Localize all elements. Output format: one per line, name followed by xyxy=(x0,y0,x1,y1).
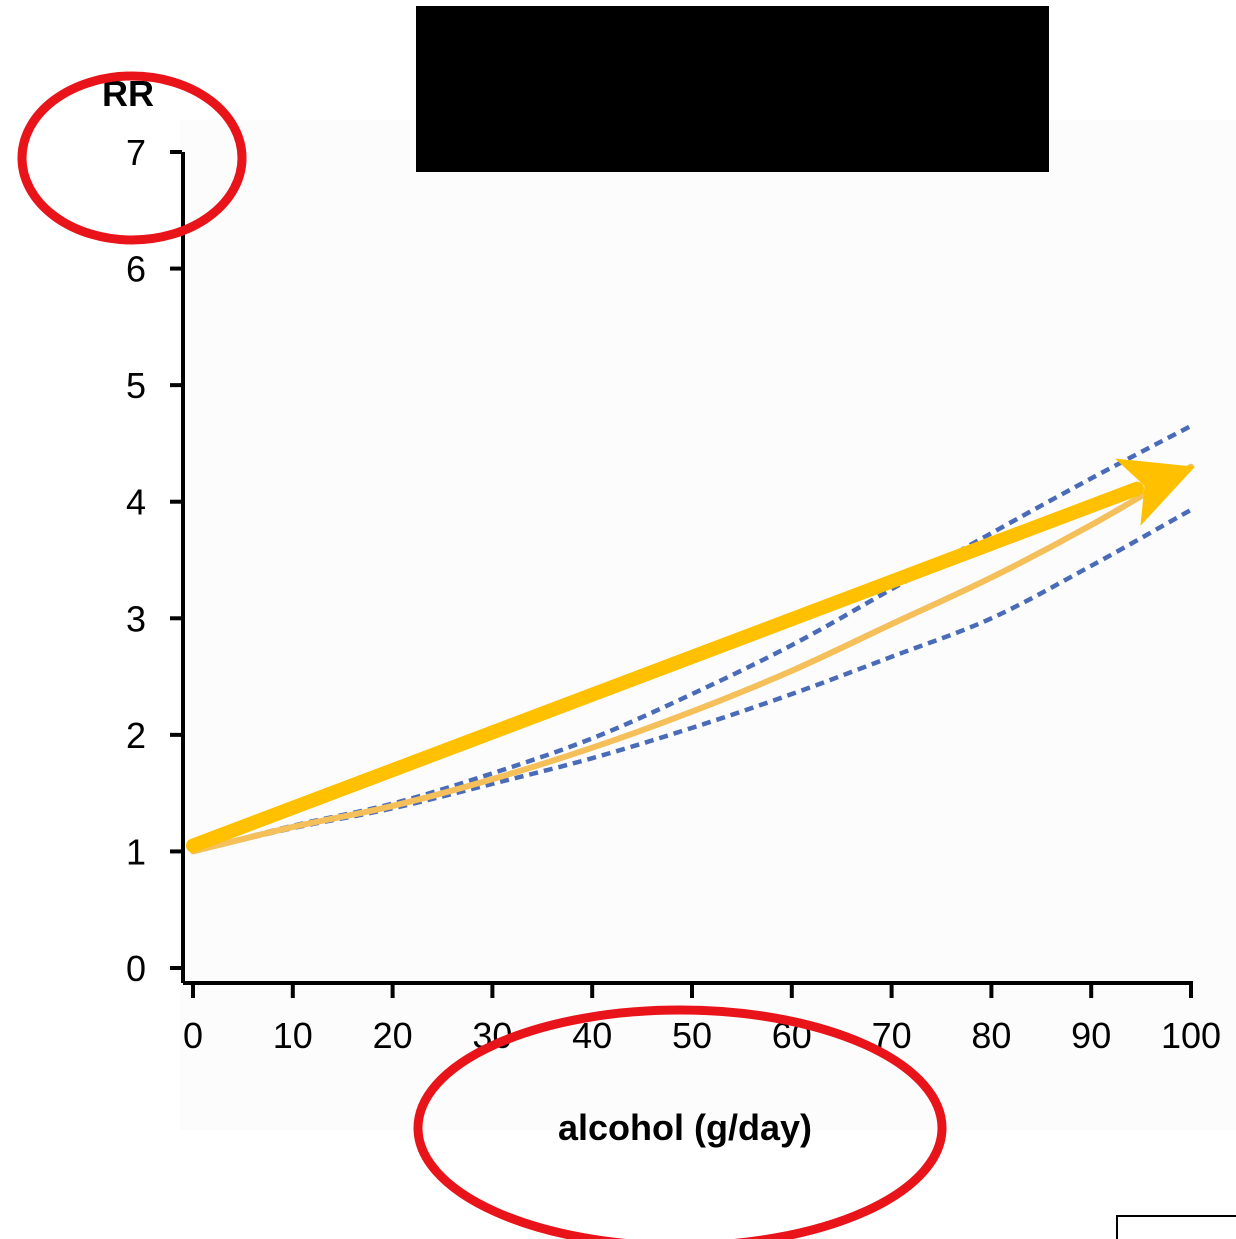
y-tick-label: 6 xyxy=(126,249,146,290)
y-tick-label: 7 xyxy=(126,132,146,173)
x-tick-label: 50 xyxy=(672,1015,712,1056)
x-tick-label: 0 xyxy=(183,1015,203,1056)
trend-arrow-shaft xyxy=(186,481,1145,853)
y-tick-label: 4 xyxy=(126,482,146,523)
trend-arrow-head xyxy=(1114,458,1195,526)
redaction-box xyxy=(416,6,1049,172)
y-tick-label: 2 xyxy=(126,715,146,756)
x-tick-label: 90 xyxy=(1071,1015,1111,1056)
y-tick-label: 3 xyxy=(126,598,146,639)
x-tick-label: 10 xyxy=(273,1015,313,1056)
x-axis-label-highlight-circle xyxy=(413,1005,947,1239)
y-tick-label: 0 xyxy=(126,948,146,989)
x-tick-label: 20 xyxy=(373,1015,413,1056)
y-axis-label-highlight-circle xyxy=(17,71,247,245)
x-axis-label: alcohol (g/day) xyxy=(558,1107,812,1148)
corner-frame xyxy=(1116,1215,1236,1239)
series-group xyxy=(190,423,1194,855)
y-tick-label: 5 xyxy=(126,365,146,406)
y-ticks: 0 1 2 3 4 5 6 7 xyxy=(126,132,182,989)
x-tick-label: 100 xyxy=(1161,1015,1221,1056)
axes xyxy=(181,152,1193,985)
series-line-estimate xyxy=(190,463,1194,855)
y-tick-label: 1 xyxy=(126,831,146,872)
plot-background xyxy=(180,120,1236,1130)
trend-arrow-group xyxy=(186,458,1195,853)
x-tick-label: 80 xyxy=(971,1015,1011,1056)
